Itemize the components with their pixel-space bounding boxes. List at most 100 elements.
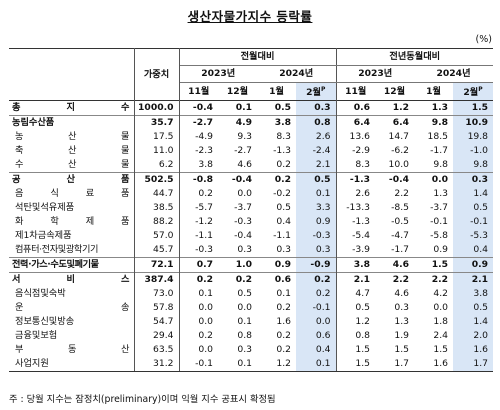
month-header: 1월	[269, 85, 284, 97]
table-row: 전력·가스·수도및폐기물 72.1 0.7 1.0 0.9 -0.9 3.8 4.6 1.5 0.…	[9, 257, 494, 273]
yoy-value-cell: 1.8	[433, 316, 448, 328]
yoy-value-cell: 10.9	[453, 115, 494, 131]
yoy-value-cell: 2.6	[355, 188, 370, 200]
weight-cell: 387.4	[134, 272, 180, 288]
yoy-value-cell: -1.7	[430, 145, 448, 157]
month-header: 12월	[383, 85, 406, 97]
yoy-value-cell: 2.1	[336, 272, 375, 288]
yoy-value-cell: 0.5	[453, 301, 494, 316]
mom-value-cell: 0.3	[237, 244, 252, 256]
yoy-value-cell: 9.8	[453, 158, 494, 173]
mom-value-cell: 1.6	[276, 316, 291, 328]
mom-value-cell: 0.1	[218, 100, 257, 116]
mom-value-cell: -1.3	[273, 145, 291, 157]
yoy-value-cell: 1.9	[394, 330, 409, 342]
mom-value-cell: -2.4	[296, 144, 337, 159]
mom-value-cell: -5.7	[195, 202, 213, 214]
mom-value-cell: -0.4	[234, 230, 252, 242]
mom-value-cell: -0.1	[179, 357, 218, 373]
mom-value-cell: 0.9	[296, 215, 337, 230]
footnote: 주 : 당월 지수는 잠정치(preliminary)이며 익월 지수 공표시 …	[9, 394, 276, 405]
yoy-value-cell: 0.9	[453, 257, 494, 273]
weight-cell: 54.7	[134, 315, 180, 330]
table-row: 서 비 스 387.4 0.2 0.2 0.6 0.2 2.1 2.2 2.2 2.1	[9, 272, 494, 288]
weight-cell: 72.1	[134, 257, 180, 273]
yoy-value-cell: 1.3	[414, 100, 453, 116]
yoy-value-cell: 9.8	[433, 159, 448, 171]
yoy-value-cell: 2.4	[433, 330, 448, 342]
yoy-value-cell: 1.2	[375, 100, 414, 116]
mom-value-cell: 0.2	[218, 272, 257, 288]
row-label: 농 산 물	[9, 130, 135, 145]
month-header: 12월	[226, 85, 249, 97]
row-label: 음 식 료 품	[9, 187, 135, 202]
mom-value-cell: 3.8	[198, 159, 213, 171]
yoy-value-cell: -13.3	[346, 202, 370, 214]
yoy-value-cell: 1.4	[453, 187, 494, 202]
weight-cell: 45.7	[134, 243, 180, 258]
mom-value-cell: -0.2	[273, 188, 291, 200]
yoy-value-cell: 13.6	[349, 131, 370, 143]
mom-value-cell: 0.0	[198, 316, 213, 328]
mom-value-cell: 0.7	[179, 257, 218, 273]
weight-cell: 17.5	[134, 130, 180, 145]
mom-value-cell: -0.3	[296, 229, 337, 244]
mom-value-cell: 4.9	[218, 115, 257, 131]
yoy-value-cell: -5.3	[453, 229, 494, 244]
yoy-value-cell: 0.3	[453, 172, 494, 188]
mom-value-cell: 0.4	[296, 343, 337, 358]
row-label: 공 산 품	[9, 172, 135, 188]
yoy-value-cell: 3.8	[336, 257, 375, 273]
table-row: 축 산 물 11.0 -2.3 -2.7 -1.3 -2.4 -2.9 -6.2 -1.7 -1.…	[9, 144, 494, 159]
label-header	[9, 47, 135, 101]
yoy-value-cell: 18.5	[427, 131, 448, 143]
yoy-value-cell: 2.2	[414, 272, 453, 288]
mom-value-cell: -4.9	[195, 131, 213, 143]
yoy-value-cell: 1.6	[453, 343, 494, 358]
mom-value-cell: 0.2	[276, 344, 291, 356]
weight-cell: 38.5	[134, 201, 180, 216]
yoy-value-cell: 1.5	[336, 357, 375, 373]
table-row: 총 지 수 1000.0 -0.4 0.1 0.5 0.3 0.6 1.2 1.3 1.5	[9, 100, 494, 116]
month-header-prelim: 2월P	[453, 82, 494, 101]
table-row: 음 식 료 품 44.7 0.2 0.0 -0.2 0.1 2.6 2.2 1.3 1.4	[9, 187, 494, 202]
mom-value-cell: -0.8	[179, 172, 218, 188]
yoy-value-cell: 1.5	[394, 344, 409, 356]
mom-value-cell: -0.3	[195, 244, 213, 256]
weight-cell: 88.2	[134, 215, 180, 230]
weight-cell: 11.0	[134, 144, 180, 159]
mom-value-cell: 0.2	[198, 330, 213, 342]
mom-value-cell: 0.2	[198, 188, 213, 200]
yoy-value-cell: 4.2	[433, 288, 448, 300]
row-label: 축 산 물	[9, 144, 135, 159]
weight-cell: 502.5	[134, 172, 180, 188]
weight-cell: 6.2	[134, 158, 180, 173]
row-label: 전력·가스·수도및폐기물	[9, 257, 135, 273]
weight-cell: 44.7	[134, 187, 180, 202]
mom-value-cell: -0.4	[218, 172, 257, 188]
weight-cell: 31.2	[134, 357, 180, 373]
table-row: 금융및보험 29.4 0.2 0.8 0.2 0.6 0.8 1.9 2.4 2.0	[9, 329, 494, 344]
table-body: 총 지 수 1000.0 -0.4 0.1 0.5 0.3 0.6 1.2 1.3 1.5 농림수산…	[9, 100, 494, 373]
table-row: 공 산 품 502.5 -0.8 -0.4 0.2 0.5 -1.3 -0.4 0.0 0.3	[9, 172, 494, 188]
mom-value-cell: 2.6	[296, 130, 337, 145]
mom-value-cell: 0.4	[276, 216, 291, 228]
yoy-value-cell: 0.6	[336, 100, 375, 116]
yoy-value-cell: 1.5	[414, 257, 453, 273]
table-row: 농 산 물 17.5 -4.9 9.3 8.3 2.6 13.6 14.7 18.5 19.8	[9, 130, 494, 145]
table-row: 수 산 물 6.2 3.8 4.6 0.2 2.1 8.3 10.0 9.8 9.8	[9, 158, 494, 173]
producer-price-table: 가중치 전월대비 전년동월대비 2023년 2024년 2023년 2024년 …	[9, 47, 494, 373]
yoy-value-cell: 0.0	[414, 172, 453, 188]
row-label: 정보통신및방송	[9, 315, 135, 330]
mom-value-cell: 0.2	[257, 172, 296, 188]
yoy-value-cell: 4.6	[394, 288, 409, 300]
mom-value-cell: 0.5	[237, 288, 252, 300]
mom-value-cell: -2.7	[234, 145, 252, 157]
yoy-value-cell: -0.5	[391, 216, 409, 228]
yoy-value-cell: -1.3	[352, 216, 370, 228]
yoy-value-cell: 14.7	[388, 131, 409, 143]
yoy-value-cell: 1.5	[433, 344, 448, 356]
yoy-value-cell: -3.9	[352, 244, 370, 256]
yoy-value-cell: -1.3	[336, 172, 375, 188]
mom-year-2024: 2024년	[257, 65, 337, 83]
